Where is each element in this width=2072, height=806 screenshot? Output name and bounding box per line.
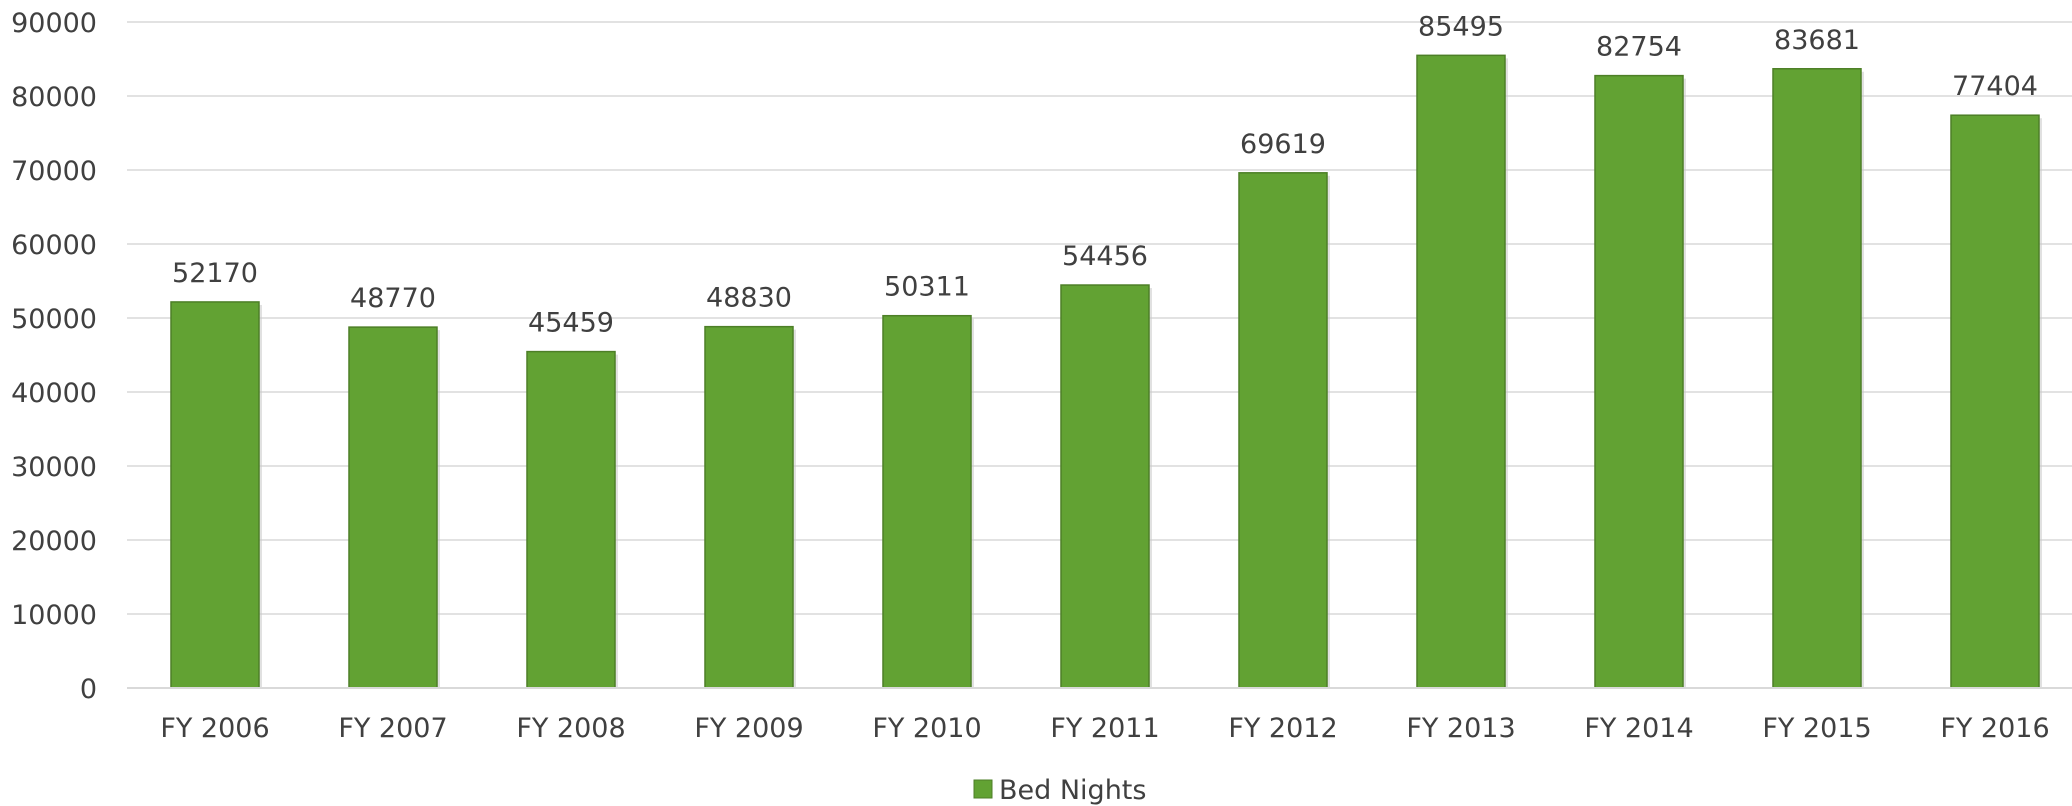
y-tick-label: 60000 <box>11 230 97 261</box>
x-tick-label: FY 2010 <box>872 713 981 744</box>
y-tick-label: 90000 <box>11 8 97 39</box>
y-tick-label: 70000 <box>11 156 97 187</box>
data-label: 45459 <box>528 308 614 339</box>
x-tick-label: FY 2007 <box>338 713 447 744</box>
data-label: 85495 <box>1418 11 1504 42</box>
data-label: 48830 <box>706 283 792 314</box>
x-tick-label: FY 2009 <box>694 713 803 744</box>
data-label: 48770 <box>350 283 436 314</box>
x-axis: FY 2006 FY 2007 FY 2008 FY 2009 FY 2010 FY 20… <box>127 687 2072 744</box>
y-tick-label: 10000 <box>11 600 97 631</box>
legend-swatch-bed-nights <box>973 779 993 799</box>
data-label: 83681 <box>1774 25 1860 56</box>
y-tick-label: 0 <box>80 674 97 705</box>
bar <box>1416 54 1506 689</box>
bar <box>1060 284 1150 689</box>
y-tick-label: 50000 <box>11 304 97 335</box>
x-tick-label: FY 2015 <box>1762 713 1871 744</box>
legend: Bed Nights <box>973 775 1146 806</box>
bar <box>882 314 972 689</box>
data-label: 52170 <box>172 258 258 289</box>
y-tick-label: 30000 <box>11 452 97 483</box>
bar <box>526 350 616 689</box>
bar <box>704 325 794 689</box>
x-tick-label: FY 2016 <box>1940 713 2049 744</box>
data-label: 77404 <box>1952 71 2038 102</box>
x-tick-label: FY 2006 <box>160 713 269 744</box>
data-label: 82754 <box>1596 32 1682 63</box>
bars <box>170 54 2042 689</box>
data-label: 54456 <box>1062 241 1148 272</box>
data-labels: 52170 48770 45459 48830 50311 54456 69619 85495… <box>172 11 2038 338</box>
y-axis: 0 10000 20000 30000 40000 50000 60000 70000 8000… <box>11 8 97 705</box>
bar <box>1594 74 1684 689</box>
bar <box>1238 172 1328 689</box>
x-tick-label: FY 2013 <box>1406 713 1515 744</box>
x-tick-label: FY 2008 <box>516 713 625 744</box>
bar <box>1950 114 2040 689</box>
data-label: 50311 <box>884 272 970 303</box>
bar <box>170 301 260 689</box>
y-tick-label: 20000 <box>11 526 97 557</box>
x-tick-label: FY 2014 <box>1584 713 1693 744</box>
x-tick-label: FY 2012 <box>1228 713 1337 744</box>
x-tick-label: FY 2011 <box>1050 713 1159 744</box>
legend-label-bed-nights: Bed Nights <box>999 775 1146 806</box>
data-label: 69619 <box>1240 129 1326 160</box>
bar <box>1772 68 1862 689</box>
bar <box>348 326 438 689</box>
y-tick-label: 40000 <box>11 378 97 409</box>
y-tick-label: 80000 <box>11 82 97 113</box>
